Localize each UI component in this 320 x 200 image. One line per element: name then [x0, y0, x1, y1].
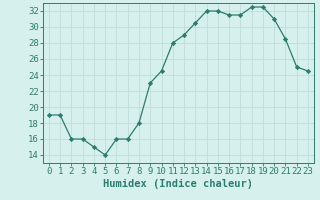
X-axis label: Humidex (Indice chaleur): Humidex (Indice chaleur)	[103, 179, 253, 189]
